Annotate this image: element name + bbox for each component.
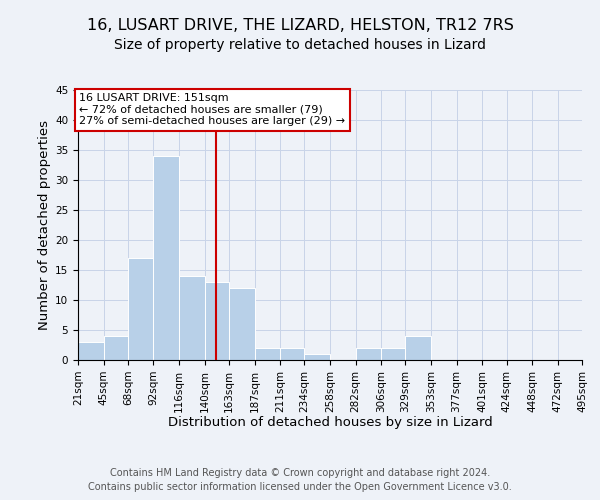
Bar (229, 288, 254, 360)
Text: 16 LUSART DRIVE: 151sqm
← 72% of detached houses are smaller (79)
27% of semi-de: 16 LUSART DRIVE: 151sqm ← 72% of detache… (79, 93, 345, 126)
Text: Contains HM Land Registry data © Crown copyright and database right 2024.: Contains HM Land Registry data © Crown c… (110, 468, 490, 477)
Bar (128, 258, 154, 360)
Text: Size of property relative to detached houses in Lizard: Size of property relative to detached ho… (114, 38, 486, 52)
Bar (280, 348, 304, 360)
Bar (254, 348, 280, 360)
X-axis label: Distribution of detached houses by size in Lizard: Distribution of detached houses by size … (167, 416, 493, 429)
Bar (304, 354, 330, 360)
Bar (78, 342, 104, 360)
Bar (104, 336, 128, 360)
Bar (356, 348, 381, 360)
Bar (154, 156, 179, 360)
Bar (381, 348, 406, 360)
Text: Contains public sector information licensed under the Open Government Licence v3: Contains public sector information licen… (88, 482, 512, 492)
Y-axis label: Number of detached properties: Number of detached properties (38, 120, 51, 330)
Bar (205, 282, 229, 360)
Bar (406, 336, 431, 360)
Text: 16, LUSART DRIVE, THE LIZARD, HELSTON, TR12 7RS: 16, LUSART DRIVE, THE LIZARD, HELSTON, T… (86, 18, 514, 32)
Bar (179, 276, 205, 360)
